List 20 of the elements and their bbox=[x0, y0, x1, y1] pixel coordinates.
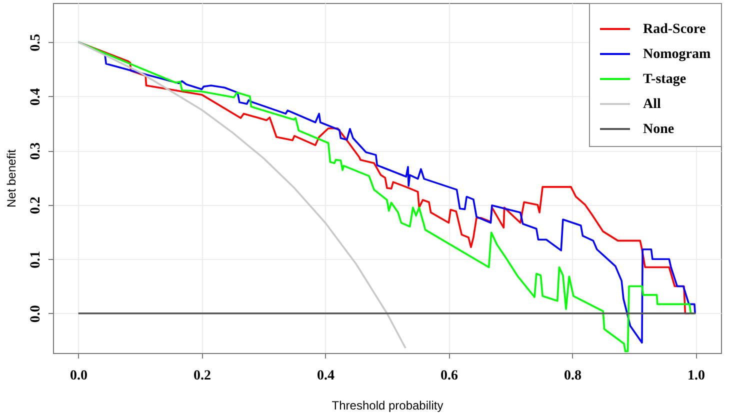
y-tick-label: 0.1 bbox=[28, 250, 44, 268]
y-tick-label: 0.3 bbox=[28, 142, 44, 160]
x-tick-label: 0.2 bbox=[194, 368, 212, 384]
y-tick-label: 0.5 bbox=[28, 34, 44, 52]
x-tick-label: 0.6 bbox=[440, 368, 458, 384]
legend-label: Nomogram bbox=[643, 47, 711, 62]
y-tick-label: 0.4 bbox=[28, 88, 44, 106]
x-axis-title: Threshold probability bbox=[332, 398, 444, 412]
y-tick-label: 0.2 bbox=[28, 196, 44, 214]
legend-label: None bbox=[643, 122, 674, 137]
y-axis-title: Net benefit bbox=[4, 148, 18, 208]
y-tick-label: 0.0 bbox=[28, 305, 44, 323]
x-tick-label: 0.8 bbox=[564, 368, 582, 384]
legend-label: Rad-Score bbox=[643, 22, 706, 37]
x-tick-label: 0.4 bbox=[317, 368, 335, 384]
legend-label: T-stage bbox=[643, 72, 686, 87]
legend-label: All bbox=[643, 97, 661, 112]
x-tick-label: 1.0 bbox=[687, 368, 705, 384]
x-tick-label: 0.0 bbox=[70, 368, 88, 384]
line-series bbox=[77, 41, 406, 350]
